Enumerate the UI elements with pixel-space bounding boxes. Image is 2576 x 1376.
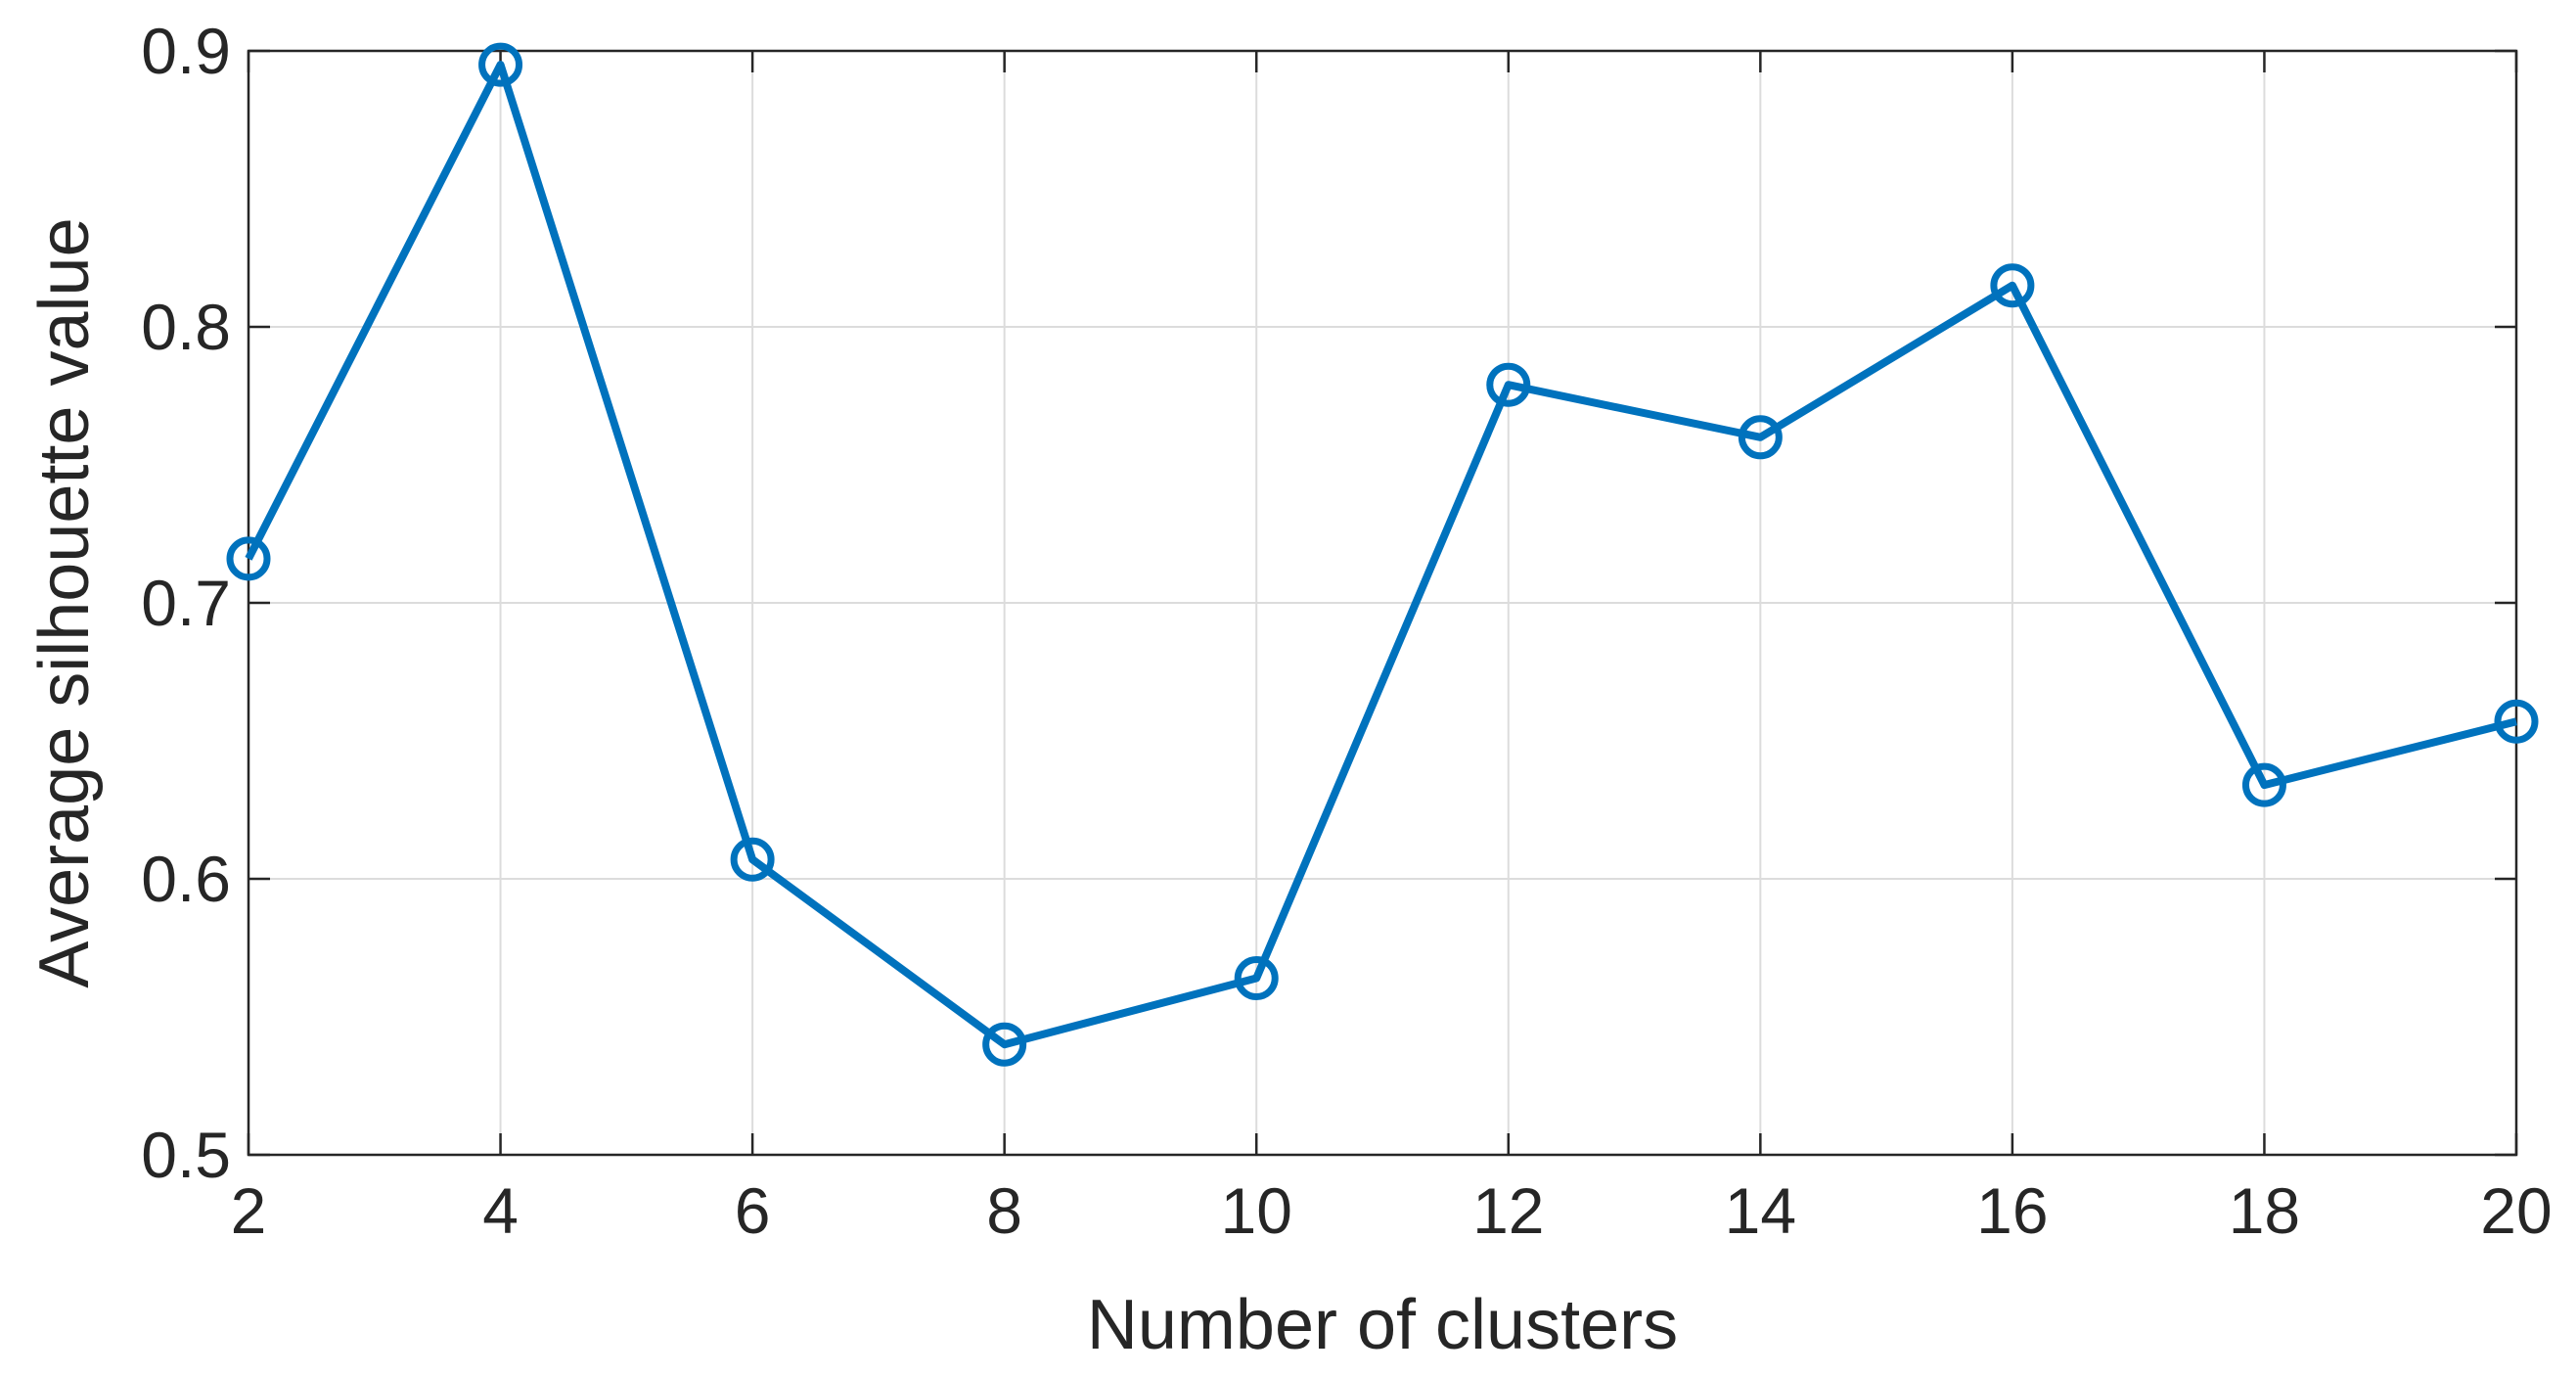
y-axis-label: Average silhouette value (25, 217, 104, 987)
y-tick-label: 0.7 (141, 567, 231, 639)
x-tick-label: 12 (1472, 1174, 1544, 1247)
data-point (1990, 263, 2035, 308)
x-tick-label: 6 (735, 1174, 771, 1247)
series-line (245, 61, 2517, 1049)
data-point (730, 837, 775, 882)
y-tick-label: 0.8 (141, 291, 231, 363)
data-point (2494, 699, 2539, 744)
data-point (226, 536, 271, 581)
x-tick-label: 8 (986, 1174, 1022, 1247)
axes-box (247, 49, 2518, 1157)
data-point (1234, 956, 1279, 1001)
x-tick-label: 2 (231, 1174, 267, 1247)
x-tick-label: 20 (2480, 1174, 2552, 1247)
data-point (478, 42, 523, 87)
x-tick-label: 16 (1976, 1174, 2048, 1247)
data-point (2241, 762, 2286, 807)
x-tick-label: 18 (2229, 1174, 2300, 1247)
data-point (1486, 362, 1531, 407)
x-axis-label: Number of clusters (1087, 1286, 1678, 1364)
x-tick-label: 14 (1725, 1174, 1796, 1247)
y-tick-label: 0.5 (141, 1119, 231, 1191)
y-tick-label: 0.9 (141, 15, 231, 87)
data-point (982, 1022, 1027, 1067)
y-tick-label: 0.6 (141, 843, 231, 915)
x-tick-label: 4 (482, 1174, 519, 1247)
x-tick-label: 10 (1221, 1174, 1292, 1247)
data-point (1738, 415, 1783, 460)
